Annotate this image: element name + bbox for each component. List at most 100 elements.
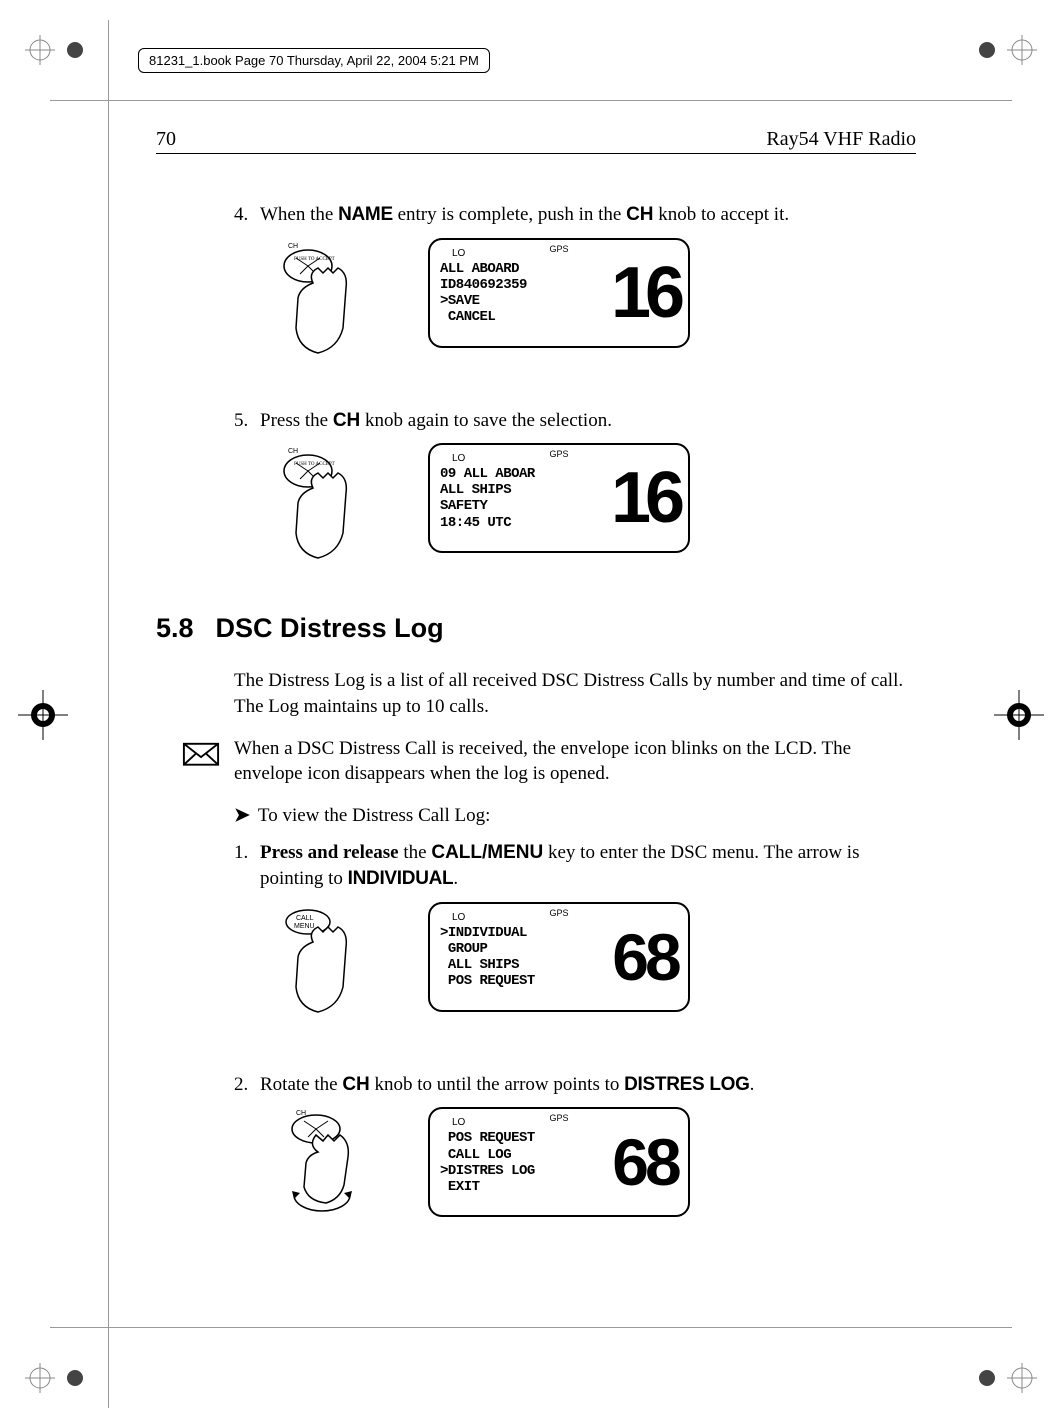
arrow-instruction: ➤ To view the Distress Call Log: — [234, 803, 916, 829]
t: entry is complete, push in the — [393, 204, 626, 225]
lcd-channel: 16 — [610, 246, 680, 340]
t: knob again to save the selection. — [360, 410, 612, 431]
t: CALL/MENU — [431, 842, 543, 863]
crop-mark-br — [972, 1328, 1042, 1398]
step-text: Rotate the CH knob to until the arrow po… — [260, 1072, 916, 1098]
lcd-line: CALL LOG — [440, 1147, 610, 1163]
svg-text:CH: CH — [288, 243, 298, 250]
step-num: 1. — [234, 840, 260, 891]
figure-step5: CH PUSH TO ACCEPT GPS LO 09 ALL ABOAR AL… — [268, 443, 916, 573]
crop-mark-tr — [972, 30, 1042, 100]
figure-step1b: CALL MENU GPS LO >INDIVIDUAL GROUP ALL S… — [268, 902, 916, 1032]
lcd-display-4: GPS LO POS REQUEST CALL LOG >DISTRES LOG… — [428, 1107, 690, 1217]
lcd-lines: >INDIVIDUAL GROUP ALL SHIPS POS REQUEST — [440, 925, 610, 989]
lcd-lines: POS REQUEST CALL LOG >DISTRES LOG EXIT — [440, 1130, 610, 1194]
page-content: 70 Ray54 VHF Radio 4. When the NAME entr… — [156, 128, 916, 1237]
frame-line-top — [50, 100, 1012, 101]
lcd-channel: 68 — [610, 910, 680, 1004]
t: . — [750, 1074, 755, 1095]
section-num: 5.8 — [156, 613, 194, 644]
figure-step4: CH PUSH TO ACCEPT GPS LO ALL ABOARD ID84… — [268, 238, 916, 368]
lcd-gps: GPS — [549, 449, 568, 459]
reg-mark-left — [18, 690, 68, 740]
lcd-line: 18:45 UTC — [440, 515, 610, 531]
hand-push-knob-icon: CH PUSH TO ACCEPT — [268, 238, 378, 368]
lcd-line: SAFETY — [440, 498, 610, 514]
page-number: 70 — [156, 128, 176, 151]
frame-line-bottom — [50, 1327, 1012, 1328]
svg-text:CH: CH — [288, 448, 298, 455]
lcd-channel: 68 — [610, 1115, 680, 1209]
step-text: When the NAME entry is complete, push in… — [260, 202, 916, 228]
lcd-lines: 09 ALL ABOAR ALL SHIPS SAFETY 18:45 UTC — [440, 466, 610, 530]
lcd-lo: LO — [440, 248, 610, 259]
t: knob to until the arrow points to — [370, 1074, 624, 1095]
lcd-display-3: GPS LO >INDIVIDUAL GROUP ALL SHIPS POS R… — [428, 902, 690, 1012]
lcd-lo: LO — [440, 453, 610, 464]
lcd-gps: GPS — [549, 908, 568, 918]
hand-rotate-knob-icon: CH — [268, 1107, 378, 1237]
step-text: Press and release the CALL/MENU key to e… — [260, 840, 916, 891]
lcd-channel: 16 — [610, 451, 680, 545]
lcd-line: >SAVE — [440, 293, 610, 309]
svg-text:CH: CH — [296, 1110, 306, 1117]
t: NAME — [338, 204, 393, 225]
lcd-line: CANCEL — [440, 309, 610, 325]
lcd-line: POS REQUEST — [440, 1130, 610, 1146]
lcd-line: POS REQUEST — [440, 973, 610, 989]
lcd-line: ALL SHIPS — [440, 482, 610, 498]
header-title: Ray54 VHF Radio — [766, 128, 916, 151]
step-1b: 1. Press and release the CALL/MENU key t… — [234, 840, 916, 891]
envelope-icon — [182, 740, 220, 767]
step-4: 4. When the NAME entry is complete, push… — [234, 202, 916, 228]
running-header: 81231_1.book Page 70 Thursday, April 22,… — [138, 48, 490, 73]
lcd-gps: GPS — [549, 1113, 568, 1123]
lcd-display-2: GPS LO 09 ALL ABOAR ALL SHIPS SAFETY 18:… — [428, 443, 690, 553]
svg-text:CALL: CALL — [296, 915, 314, 922]
crop-mark-bl — [20, 1328, 90, 1398]
svg-text:PUSH TO ACCEPT: PUSH TO ACCEPT — [294, 462, 335, 467]
t: INDIVIDUAL — [348, 868, 454, 889]
lcd-lo: LO — [440, 912, 610, 923]
lcd-line: EXIT — [440, 1179, 610, 1195]
hand-press-button-icon: CALL MENU — [268, 902, 378, 1032]
page-header: 70 Ray54 VHF Radio — [156, 128, 916, 154]
t: DISTRES LOG — [624, 1074, 750, 1095]
lcd-display-1: GPS LO ALL ABOARD ID840692359 >SAVE CANC… — [428, 238, 690, 348]
t: Press the — [260, 410, 333, 431]
lcd-line: GROUP — [440, 941, 610, 957]
section-heading: 5.8 DSC Distress Log — [156, 613, 916, 644]
step-num: 4. — [234, 202, 260, 228]
para-1: The Distress Log is a list of all receiv… — [234, 668, 916, 719]
section-title: DSC Distress Log — [216, 613, 444, 644]
reg-mark-right — [994, 690, 1044, 740]
lcd-gps: GPS — [549, 244, 568, 254]
step-text: Press the CH knob again to save the sele… — [260, 408, 916, 434]
lcd-line: ALL SHIPS — [440, 957, 610, 973]
t: knob to accept it. — [654, 204, 790, 225]
lcd-line: >INDIVIDUAL — [440, 925, 610, 941]
arrow-text: To view the Distress Call Log: — [258, 803, 490, 829]
envelope-note: When a DSC Distress Call is received, th… — [234, 736, 916, 787]
step-num: 5. — [234, 408, 260, 434]
step-2b: 2. Rotate the CH knob to until the arrow… — [234, 1072, 916, 1098]
step-num: 2. — [234, 1072, 260, 1098]
arrow-icon: ➤ — [234, 803, 250, 829]
lcd-lines: ALL ABOARD ID840692359 >SAVE CANCEL — [440, 261, 610, 325]
para-2: When a DSC Distress Call is received, th… — [234, 736, 916, 787]
lcd-line: 09 ALL ABOAR — [440, 466, 610, 482]
hand-push-knob-icon: CH PUSH TO ACCEPT — [268, 443, 378, 573]
figure-step2b: CH GPS LO POS REQUEST CALL LOG >DISTRES … — [268, 1107, 916, 1237]
t: Press and release — [260, 842, 399, 863]
lcd-line: >DISTRES LOG — [440, 1163, 610, 1179]
lcd-line: ALL ABOARD — [440, 261, 610, 277]
t: CH — [626, 204, 653, 225]
lcd-lo: LO — [440, 1117, 610, 1128]
t: Rotate the — [260, 1074, 342, 1095]
frame-line-left — [108, 20, 109, 1408]
running-header-text: 81231_1.book Page 70 Thursday, April 22,… — [149, 53, 479, 68]
svg-text:MENU: MENU — [294, 923, 315, 930]
t: . — [453, 868, 458, 889]
crop-mark-tl — [20, 30, 90, 100]
t: CH — [333, 410, 360, 431]
